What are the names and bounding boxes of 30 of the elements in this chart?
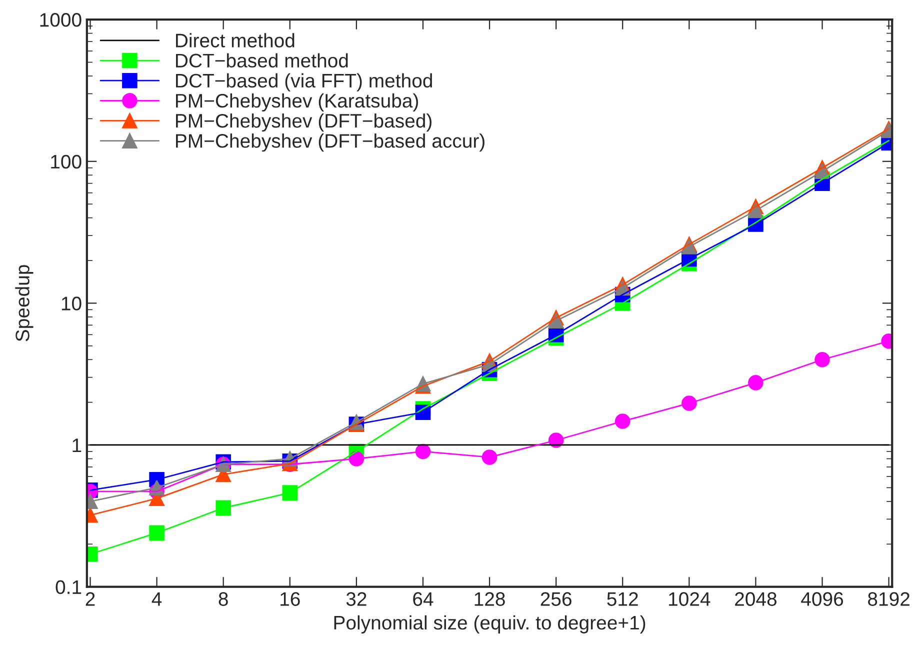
- x-tick-label: 2048: [735, 592, 776, 606]
- x-tick-label: 32: [346, 592, 366, 606]
- x-tick-label: 256: [540, 592, 572, 606]
- x-tick-label: 2: [86, 592, 95, 606]
- y-axis-title: Speedup: [15, 265, 34, 342]
- y-tick-label: 100: [51, 154, 82, 169]
- point: [149, 525, 164, 541]
- legend-label: DCT−based method: [176, 53, 348, 68]
- y-tick-label: 1000: [40, 13, 82, 27]
- point: [216, 500, 231, 516]
- x-tick-label: 128: [474, 592, 505, 606]
- x-tick-label: 512: [607, 592, 638, 606]
- legend-label: Direct method: [176, 33, 294, 48]
- point: [282, 485, 298, 500]
- legend-label: PM−Chebyshev (DFT−based accur): [176, 134, 484, 152]
- legend-label: DCT−based (via FFT) method: [176, 73, 432, 92]
- legend-label: PM−Chebyshev (Karatsuba): [176, 93, 418, 112]
- y-tick-label: 1: [72, 438, 82, 452]
- y-tick-label: 0.1: [56, 580, 82, 594]
- x-tick-label: 1024: [669, 592, 710, 606]
- x-tick-label: 8192: [868, 592, 910, 606]
- x-tick-label: 4: [152, 592, 162, 606]
- x-tick-label: 16: [280, 592, 300, 606]
- x-axis-title: Polynomial size (equiv. to degree+1): [334, 615, 646, 634]
- legend-label: PM−Chebyshev (DFT−based): [176, 113, 432, 132]
- x-tick-label: 4096: [801, 592, 844, 606]
- x-tick-label: 8: [218, 592, 228, 606]
- point: [748, 375, 764, 390]
- y-tick-label: 10: [62, 296, 82, 310]
- x-tick-label: 64: [413, 592, 434, 606]
